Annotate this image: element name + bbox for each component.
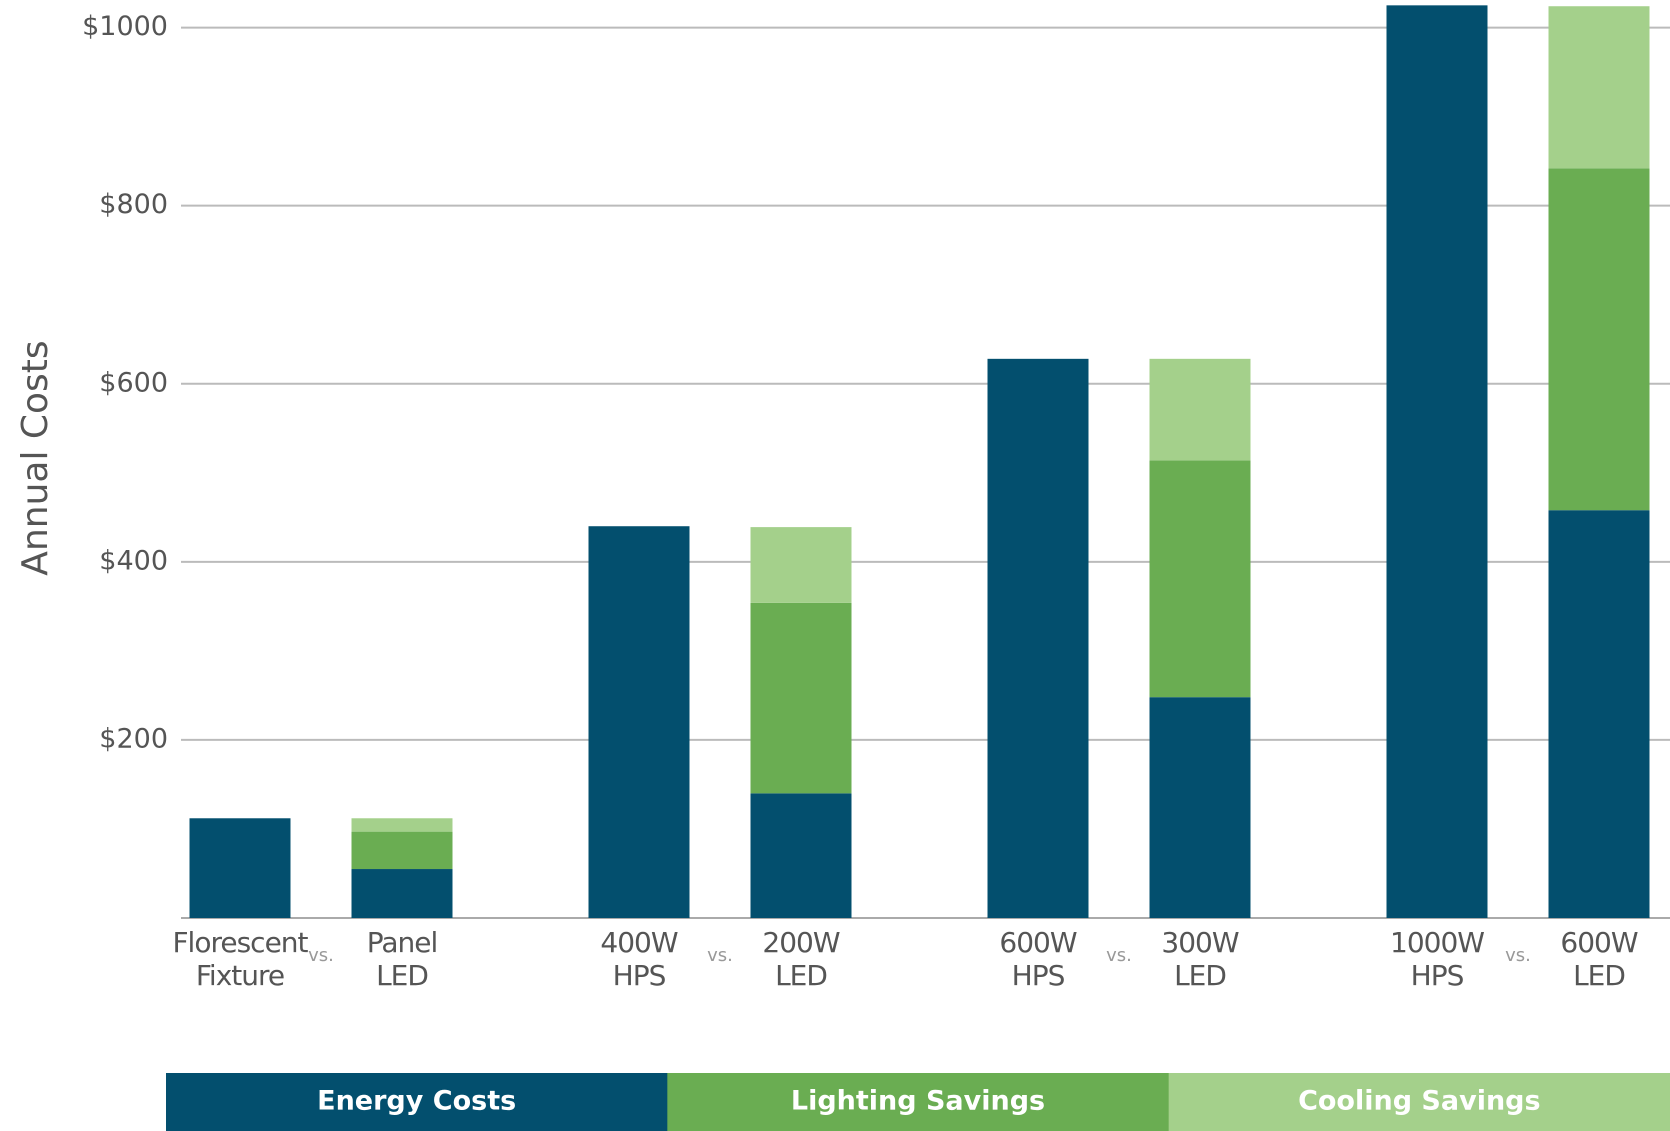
bar-segment [750,527,852,603]
legend-swatch [166,1073,669,1131]
y-tick-label: $600 [99,367,168,398]
bar-segment [189,818,291,918]
bar-segment [351,869,453,918]
x-tick-label: 400W [600,926,677,959]
comparison-label: vs. [707,945,733,966]
x-tick-label: Florescent [172,926,308,959]
x-tick-label: 200W [762,926,839,959]
bar-segment [1149,460,1251,698]
bar-segment [750,602,852,794]
x-tick-label: LED [1174,959,1226,992]
bar-segment [1386,5,1488,918]
legend-swatch [1168,1073,1670,1131]
comparison-label: vs. [1505,945,1531,966]
bar-segment [1149,697,1251,918]
legend-swatch [667,1073,1170,1131]
bar-segment [351,831,453,870]
bar-segment [1548,6,1650,169]
comparison-label: vs. [308,945,334,966]
y-tick-label: $200 [99,723,168,754]
y-tick-label: $400 [99,545,168,576]
x-tick-label: Fixture [196,959,284,992]
x-tick-label: 300W [1161,926,1238,959]
x-tick-label: LED [775,959,827,992]
legend-label: Lighting Savings [791,1086,1045,1117]
x-tick-label: 1000W [1390,926,1484,959]
bar-segment [351,818,453,832]
bar-segment [750,793,852,918]
bar-segment [1149,358,1251,461]
bar-segment [987,358,1089,918]
y-axis-label: Annual Costs [15,340,56,575]
bar-segment [1548,168,1650,511]
bar-segment [588,526,690,918]
x-tick-label: LED [376,959,428,992]
comparison-label: vs. [1106,945,1132,966]
legend-label: Energy Costs [317,1086,516,1117]
y-tick-label: $800 [99,189,168,220]
bar-segment [1548,510,1650,918]
x-tick-label: HPS [1012,959,1065,992]
x-tick-label: Panel [367,926,438,959]
x-tick-label: HPS [613,959,666,992]
y-tick-label: $1000 [82,11,168,42]
x-tick-label: 600W [999,926,1076,959]
x-tick-label: 600W [1560,926,1637,959]
x-tick-label: HPS [1411,959,1464,992]
legend-label: Cooling Savings [1298,1086,1541,1117]
x-tick-label: LED [1573,959,1625,992]
